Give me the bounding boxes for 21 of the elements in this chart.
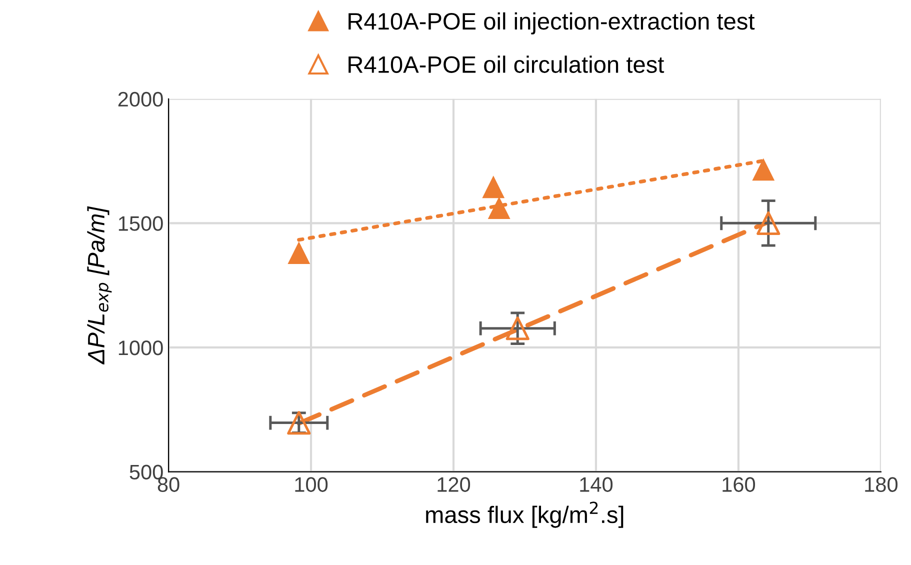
y-tick-label: 1000 <box>118 340 163 356</box>
legend-label: R410A-POE oil circulation test <box>348 56 664 73</box>
legend-label: R410A-POE oil injection-extraction test <box>348 12 755 34</box>
point <box>752 158 775 181</box>
point <box>288 242 310 264</box>
y-tick-label: 500 <box>130 464 163 480</box>
x-tick-label: 100 <box>295 477 328 492</box>
point <box>488 196 510 219</box>
x-tick-label: 180 <box>865 477 898 492</box>
x-tick-label: 160 <box>722 477 756 492</box>
y-axis-title: ΔP/L$_{exp}$ [Pa/m] <box>87 206 112 365</box>
point <box>287 411 311 435</box>
y-tick-label: 1500 <box>118 216 163 231</box>
point <box>506 316 530 340</box>
point <box>482 176 505 198</box>
point <box>756 211 780 235</box>
x-tick-label: 120 <box>438 477 470 492</box>
x-axis-title: mass flux [kg/m$^{2}$.s] <box>426 502 624 528</box>
x-tick-label: 80 <box>158 477 180 492</box>
x-tick-label: 140 <box>580 477 613 492</box>
y-tick-label: 2000 <box>118 92 163 107</box>
